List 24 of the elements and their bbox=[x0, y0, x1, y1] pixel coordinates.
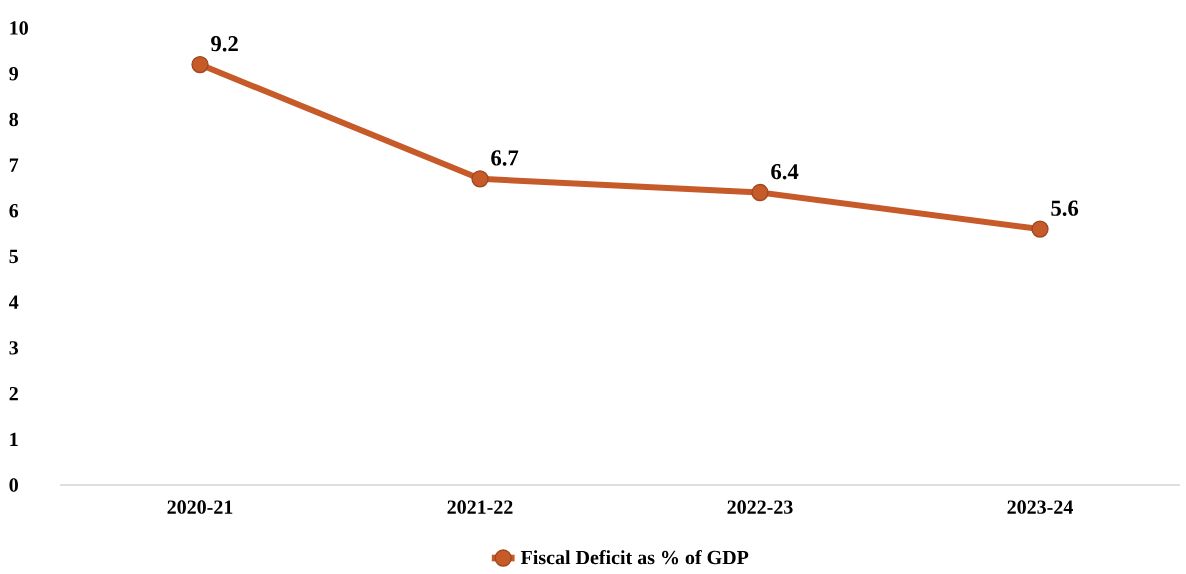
y-tick-label: 5 bbox=[9, 249, 18, 264]
y-tick-label: 2 bbox=[9, 386, 18, 401]
y-tick-label: 6 bbox=[9, 204, 19, 218]
x-tick-label: 2022-23 bbox=[727, 500, 793, 514]
point bbox=[471, 170, 489, 188]
y-tick-label: 1 bbox=[10, 432, 18, 446]
y-tick-label: 0 bbox=[9, 478, 18, 492]
x-tick-label: 2021-22 bbox=[447, 500, 513, 514]
y-tick-label: 8 bbox=[9, 112, 19, 127]
y-tick-label: 4 bbox=[8, 295, 19, 309]
x-tick-label: 2023-24 bbox=[1007, 500, 1073, 514]
legend-label: Fiscal Deficit as % of GDP bbox=[520, 550, 749, 565]
point bbox=[1031, 220, 1049, 238]
data-label: 6.4 bbox=[771, 164, 799, 180]
point bbox=[751, 183, 769, 202]
y-tick-label: 7 bbox=[9, 158, 19, 172]
data-label: 6.7 bbox=[491, 150, 519, 166]
y-tick-label: 3 bbox=[9, 341, 19, 355]
data-label: 5.6 bbox=[1051, 200, 1079, 216]
x-tick-label: 2020-21 bbox=[167, 500, 233, 514]
point bbox=[191, 55, 209, 74]
y-tick-label: 9 bbox=[9, 66, 18, 81]
data-label: 9.2 bbox=[211, 36, 238, 52]
y-tick-label: 10 bbox=[10, 21, 28, 35]
